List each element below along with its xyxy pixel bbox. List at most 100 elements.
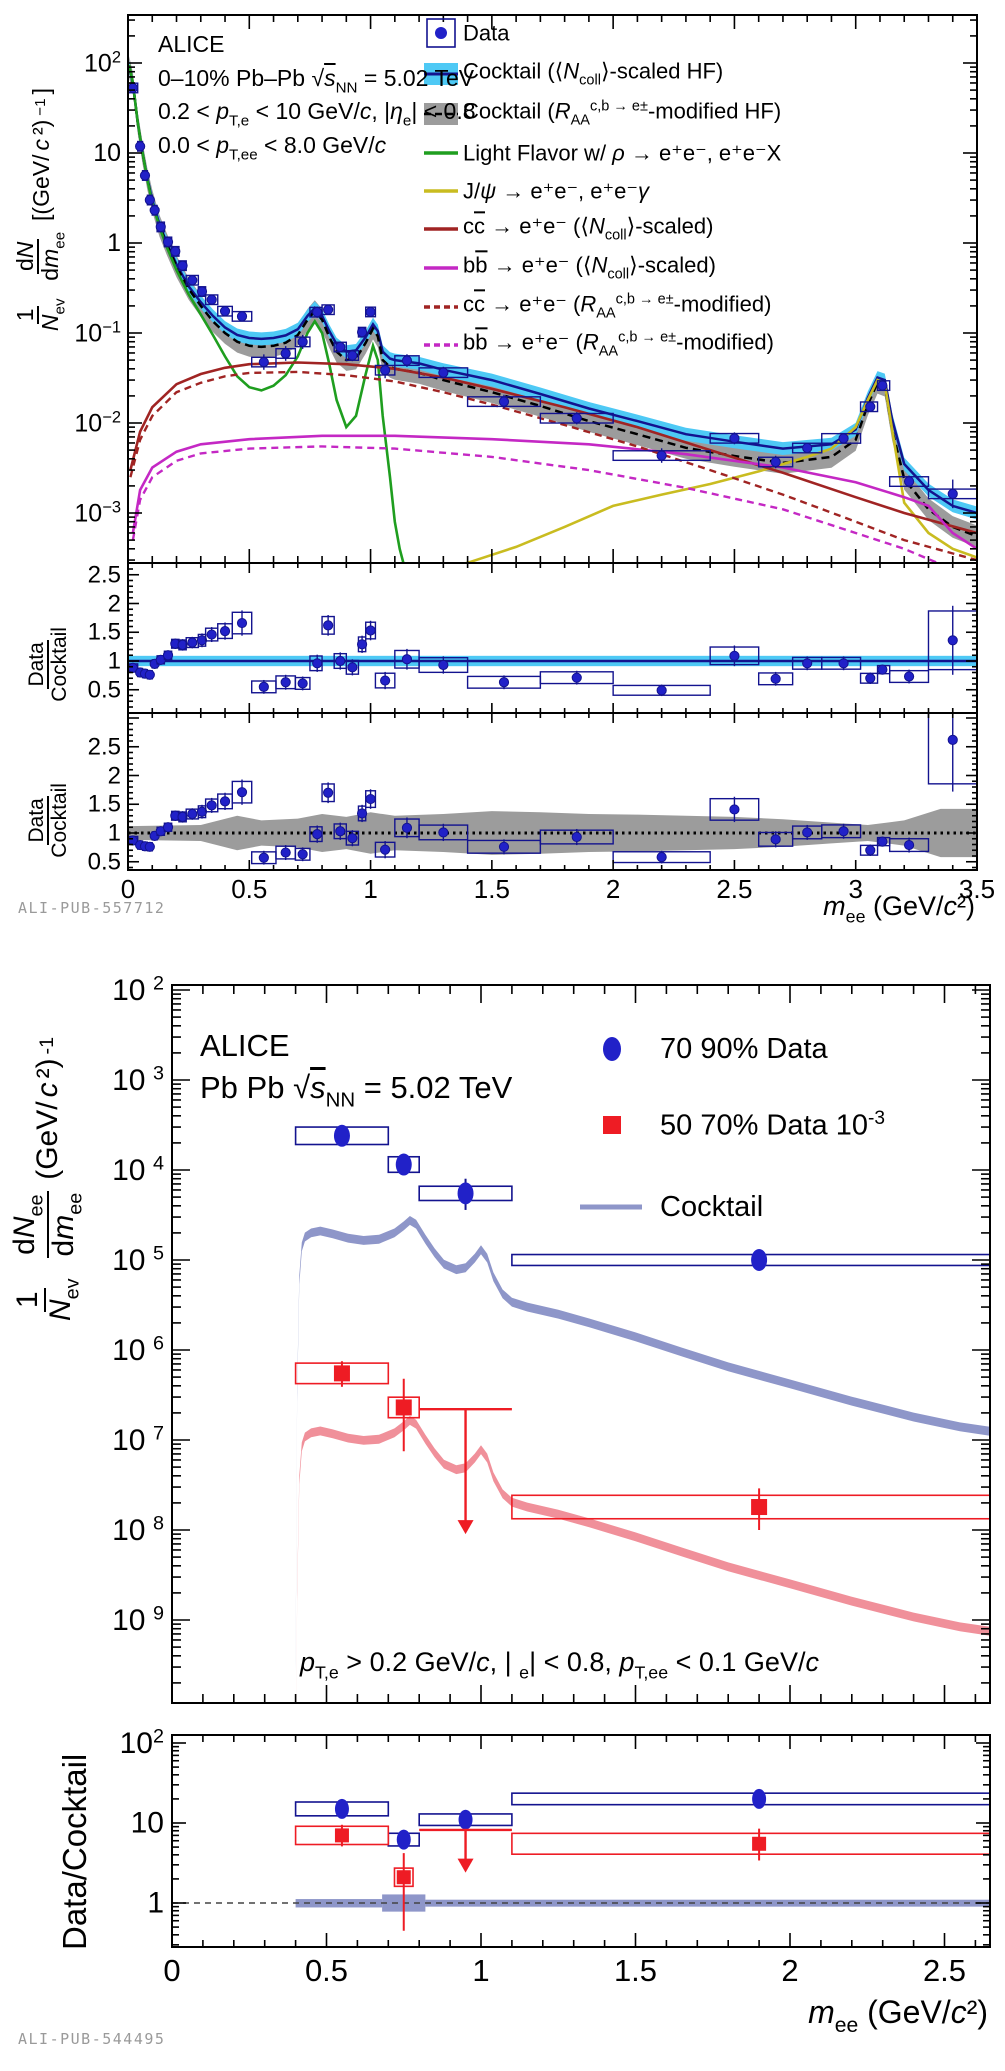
data-point-50-70 xyxy=(333,1365,350,1382)
data-point xyxy=(571,413,582,424)
ratio-point-50-70 xyxy=(752,1836,767,1851)
fig2-red-points xyxy=(294,1361,989,1530)
fig2-main-panel xyxy=(294,1124,989,1702)
data-point xyxy=(280,348,291,359)
ratio-error-box xyxy=(511,1792,989,1806)
ratio-point xyxy=(187,637,198,648)
data-error-box xyxy=(821,432,862,444)
figure2-credit-label: ALI-PUB-544495 xyxy=(18,2030,166,2048)
ratio-point xyxy=(323,787,334,798)
ratio-point xyxy=(438,827,449,838)
data-point xyxy=(365,306,376,318)
data-point xyxy=(144,194,155,206)
ratio-point xyxy=(187,808,198,820)
data-point xyxy=(297,336,308,347)
ratio-point xyxy=(206,800,217,811)
data-point xyxy=(947,488,958,499)
ratio-point xyxy=(947,635,958,646)
upper-limit-arrowhead xyxy=(457,1520,474,1535)
data-point xyxy=(401,355,413,366)
plot-frame xyxy=(127,562,978,714)
data-point xyxy=(162,236,174,248)
ratio-point xyxy=(802,658,813,669)
ratio-point xyxy=(401,654,413,665)
upper-limit-arrowhead xyxy=(457,1858,474,1873)
ratio-error-box xyxy=(821,656,862,670)
ratio-point xyxy=(219,626,231,637)
fig1-legend-markers xyxy=(424,18,458,347)
band-cocktail-raa xyxy=(129,56,976,547)
ratio-point xyxy=(770,834,781,845)
curve-cocktail-raa xyxy=(129,66,976,538)
data-point xyxy=(498,396,510,407)
data-point xyxy=(170,246,181,257)
ratio-error-box xyxy=(821,824,862,839)
ratio-point xyxy=(802,827,813,838)
ratio-point xyxy=(903,839,915,851)
ratio-point xyxy=(380,844,391,855)
ratio-point xyxy=(177,639,188,651)
ratio-point xyxy=(729,804,740,815)
data-point xyxy=(219,306,231,317)
ratio-point xyxy=(571,831,582,843)
ratio-point xyxy=(335,655,346,667)
data-point xyxy=(187,275,198,286)
data-point xyxy=(177,260,188,271)
plot-frame xyxy=(127,712,978,871)
ratio-point xyxy=(498,841,510,852)
data-point xyxy=(258,356,269,368)
data-point xyxy=(865,401,876,412)
data-error-box xyxy=(511,1494,989,1520)
curve-ccbar-raa xyxy=(129,370,976,562)
data-point-70-90 xyxy=(395,1153,412,1176)
data-point xyxy=(656,450,667,461)
data-point xyxy=(335,341,346,353)
ratio-point xyxy=(206,629,217,640)
fig2-ratio-red xyxy=(294,1824,989,1931)
data-point xyxy=(729,433,740,444)
data-point xyxy=(802,442,813,454)
ratio-point xyxy=(236,787,248,798)
ratio-point xyxy=(177,811,188,823)
data-point xyxy=(877,380,888,391)
plot-frame xyxy=(171,984,991,1704)
data-point xyxy=(139,170,151,181)
data-point xyxy=(312,307,323,318)
ratio-point xyxy=(365,793,376,805)
ratio-point xyxy=(838,826,849,837)
curve-light-flavor xyxy=(129,64,405,562)
ratio-point xyxy=(380,675,391,686)
data-point-50-70 xyxy=(395,1399,412,1416)
curve-jpsi xyxy=(465,378,976,562)
ratio-point xyxy=(280,677,291,688)
legend-data-box xyxy=(426,18,456,48)
ratio-point xyxy=(258,852,269,863)
data-point xyxy=(236,311,248,322)
data-point xyxy=(135,141,146,152)
ratio-point xyxy=(347,662,358,673)
f1r2-points xyxy=(129,714,976,865)
ratio-point-70-90 xyxy=(396,1829,411,1850)
ratio-point xyxy=(877,836,888,847)
fig1-data-points xyxy=(129,82,976,509)
data-point xyxy=(347,350,358,361)
fig2-blue-points xyxy=(294,1124,989,1271)
ratio-point xyxy=(903,671,915,682)
legend-50-70-marker xyxy=(603,1116,621,1134)
ratio-point xyxy=(356,639,368,650)
ratio-point xyxy=(498,677,510,688)
legend-data-marker xyxy=(435,27,447,39)
ratio-error-box xyxy=(511,1832,989,1855)
data-point xyxy=(380,365,391,376)
ratio-point xyxy=(323,620,334,631)
ratio-point xyxy=(571,672,582,683)
ratio-point xyxy=(258,681,269,692)
ratio-point xyxy=(838,658,849,669)
ratio-point xyxy=(297,678,308,689)
band-cocktail-50-70 xyxy=(296,1416,989,1702)
ratio-point xyxy=(865,845,876,856)
ratio-point xyxy=(144,669,155,680)
ratio-point xyxy=(219,796,231,807)
plot-frame xyxy=(171,1734,991,1948)
data-point xyxy=(838,433,849,444)
